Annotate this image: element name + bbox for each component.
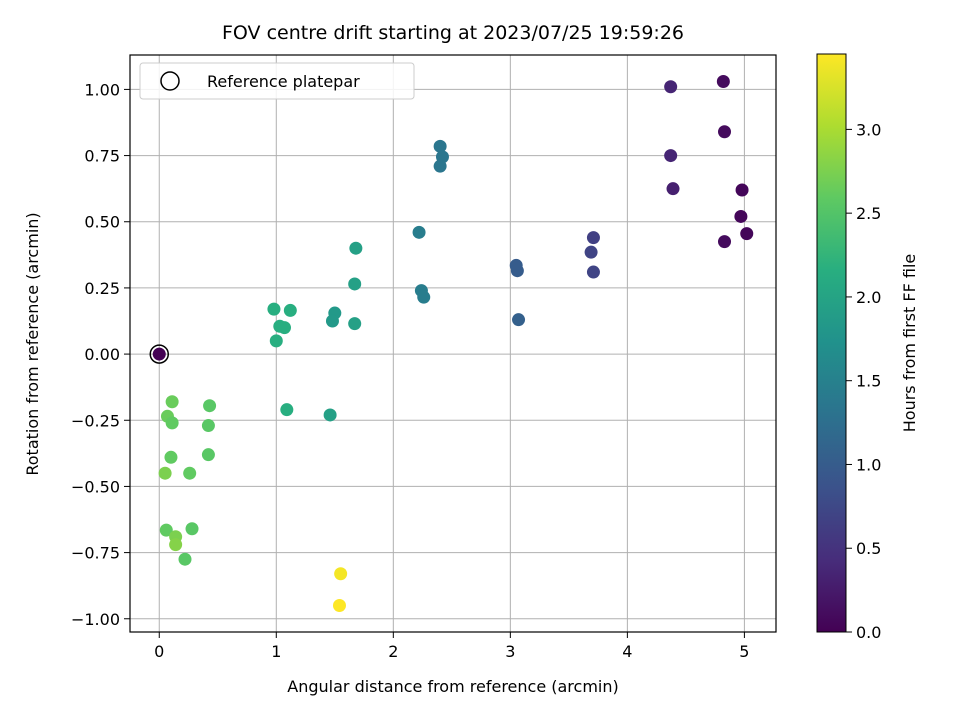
x-tick-label: 4: [622, 642, 632, 661]
data-point: [183, 466, 197, 480]
y-tick-label: −1.00: [71, 610, 120, 629]
y-tick-label: 1.00: [84, 80, 120, 99]
data-point: [433, 159, 447, 173]
data-point: [740, 227, 754, 241]
colorbar-tick-label: 0.0: [856, 623, 881, 642]
data-point: [201, 448, 215, 462]
colorbar-ticks: 0.0 0.5 1.0 1.5 2.0 2.5 3.0: [846, 120, 881, 642]
data-point: [280, 403, 294, 417]
data-point: [348, 317, 362, 331]
y-tick-label: −0.75: [71, 544, 120, 563]
legend-entry-reference: Reference platepar: [207, 72, 360, 91]
y-tick-label: 0.25: [84, 279, 120, 298]
colorbar-tick-label: 1.5: [856, 372, 881, 391]
colorbar-tick-label: 2.5: [856, 204, 881, 223]
data-point: [417, 290, 431, 304]
data-point: [323, 408, 337, 422]
data-point: [718, 235, 732, 249]
data-point: [586, 231, 600, 245]
y-tick-label: −0.50: [71, 477, 120, 496]
data-point: [332, 599, 346, 613]
data-point: [412, 225, 426, 239]
y-tick-label: 0.75: [84, 147, 120, 166]
x-axis-ticks: 0 1 2 3 4 5: [154, 632, 749, 661]
data-point: [433, 139, 447, 153]
colorbar: 0.0 0.5 1.0 1.5 2.0 2.5 3.0 Hours from first F…: [816, 53, 919, 642]
data-point: [178, 552, 192, 566]
y-tick-label: 0.00: [84, 345, 120, 364]
data-point: [718, 125, 732, 139]
colorbar-tick-label: 3.0: [856, 120, 881, 139]
y-axis-ticks: −1.00 −0.75 −0.50 −0.25 0.00 0.25 0.50 0.75 1.00: [71, 80, 130, 629]
data-point: [334, 567, 348, 581]
data-point: [325, 314, 339, 328]
y-tick-label: −0.25: [71, 411, 120, 430]
data-point: [512, 313, 526, 327]
x-tick-label: 1: [271, 642, 281, 661]
data-point: [510, 264, 524, 278]
y-tick-label: 0.50: [84, 213, 120, 232]
data-point: [584, 245, 598, 259]
data-points: [149, 74, 754, 613]
x-tick-label: 5: [739, 642, 749, 661]
x-tick-label: 3: [505, 642, 515, 661]
colorbar-label: Hours from first FF file: [900, 254, 919, 433]
data-point: [269, 334, 283, 348]
x-tick-label: 2: [388, 642, 398, 661]
x-axis-label: Angular distance from reference (arcmin): [287, 677, 618, 696]
y-axis-label: Rotation from reference (arcmin): [23, 212, 42, 475]
data-point: [267, 302, 281, 316]
data-point: [201, 419, 215, 433]
data-point: [164, 450, 178, 464]
colorbar-tick-label: 1.0: [856, 455, 881, 474]
data-point: [277, 321, 291, 335]
data-point: [348, 277, 362, 291]
data-point: [152, 347, 166, 361]
data-point: [158, 466, 172, 480]
colorbar-gradient: [816, 53, 847, 633]
data-point: [185, 522, 199, 536]
data-point: [666, 182, 680, 196]
data-point: [283, 303, 297, 317]
data-point: [349, 241, 363, 255]
data-point: [734, 209, 748, 223]
data-point: [203, 399, 217, 413]
legend: Reference platepar: [139, 62, 415, 100]
data-point: [735, 183, 749, 197]
reference-marker: [149, 344, 170, 364]
colorbar-tick-label: 2.0: [856, 288, 881, 307]
data-point: [165, 395, 179, 409]
data-point: [165, 416, 179, 430]
grid: [130, 55, 776, 632]
data-point: [586, 265, 600, 279]
chart-title: FOV centre drift starting at 2023/07/25 …: [222, 22, 684, 44]
data-point: [169, 538, 183, 552]
data-point: [664, 80, 678, 94]
x-tick-label: 0: [154, 642, 164, 661]
data-point: [664, 149, 678, 163]
legend-box: [139, 62, 415, 100]
colorbar-tick-label: 0.5: [856, 539, 881, 558]
legend-marker-reference: [160, 71, 180, 91]
plot-frame: [129, 54, 777, 633]
data-point: [159, 523, 173, 537]
data-point: [716, 74, 730, 88]
